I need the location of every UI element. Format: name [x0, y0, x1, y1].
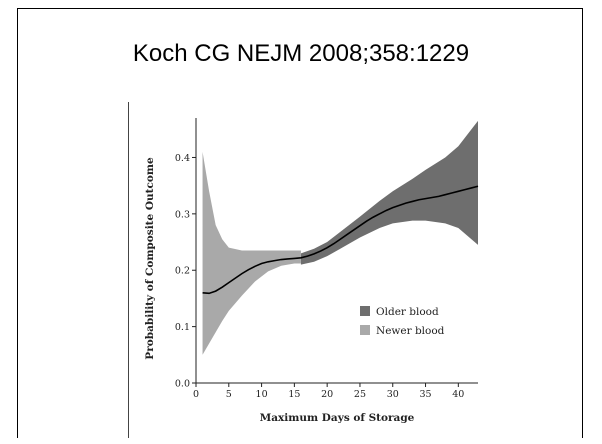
x-tick-label: 35	[419, 389, 431, 400]
estimate-line	[202, 185, 479, 295]
estimate-line-layer	[202, 185, 479, 295]
x-tick-label: 15	[288, 389, 300, 400]
confidence-bands	[202, 120, 478, 355]
y-tick-label: 0.1	[175, 322, 190, 333]
slide-title: Koch CG NEJM 2008;358:1229	[132, 40, 470, 67]
x-tick-label: 5	[226, 389, 232, 400]
figure-left-rule	[128, 102, 129, 438]
x-tick-label: 30	[387, 389, 399, 400]
y-tick-label: 0.0	[175, 379, 190, 390]
x-tick-label: 0	[193, 389, 199, 400]
x-tick-label: 10	[256, 389, 268, 400]
older-blood-confidence-band	[300, 120, 478, 265]
legend-swatch-older-blood	[360, 306, 370, 316]
legend: Older blood Newer blood	[360, 306, 445, 337]
x-tick-label: 25	[354, 389, 366, 400]
y-tick-label: 0.2	[175, 266, 190, 277]
x-tick-label: 40	[452, 389, 464, 400]
x-axis-label: Maximum Days of Storage	[260, 412, 415, 424]
legend-label-newer-blood: Newer blood	[376, 325, 445, 337]
x-tick-label: 20	[321, 389, 333, 400]
slide-frame	[17, 8, 583, 438]
legend-swatch-newer-blood	[360, 325, 370, 335]
newer-blood-confidence-band	[202, 151, 301, 355]
axes: 0.0 0.1 0.2 0.3 0.4 0 5 10 15 20 25 30 35 40	[175, 118, 478, 400]
y-axis-label: Probability of Composite Outcome	[144, 157, 156, 360]
legend-label-older-blood: Older blood	[376, 306, 439, 318]
y-tick-label: 0.3	[175, 209, 190, 220]
y-tick-label: 0.4	[175, 153, 190, 164]
